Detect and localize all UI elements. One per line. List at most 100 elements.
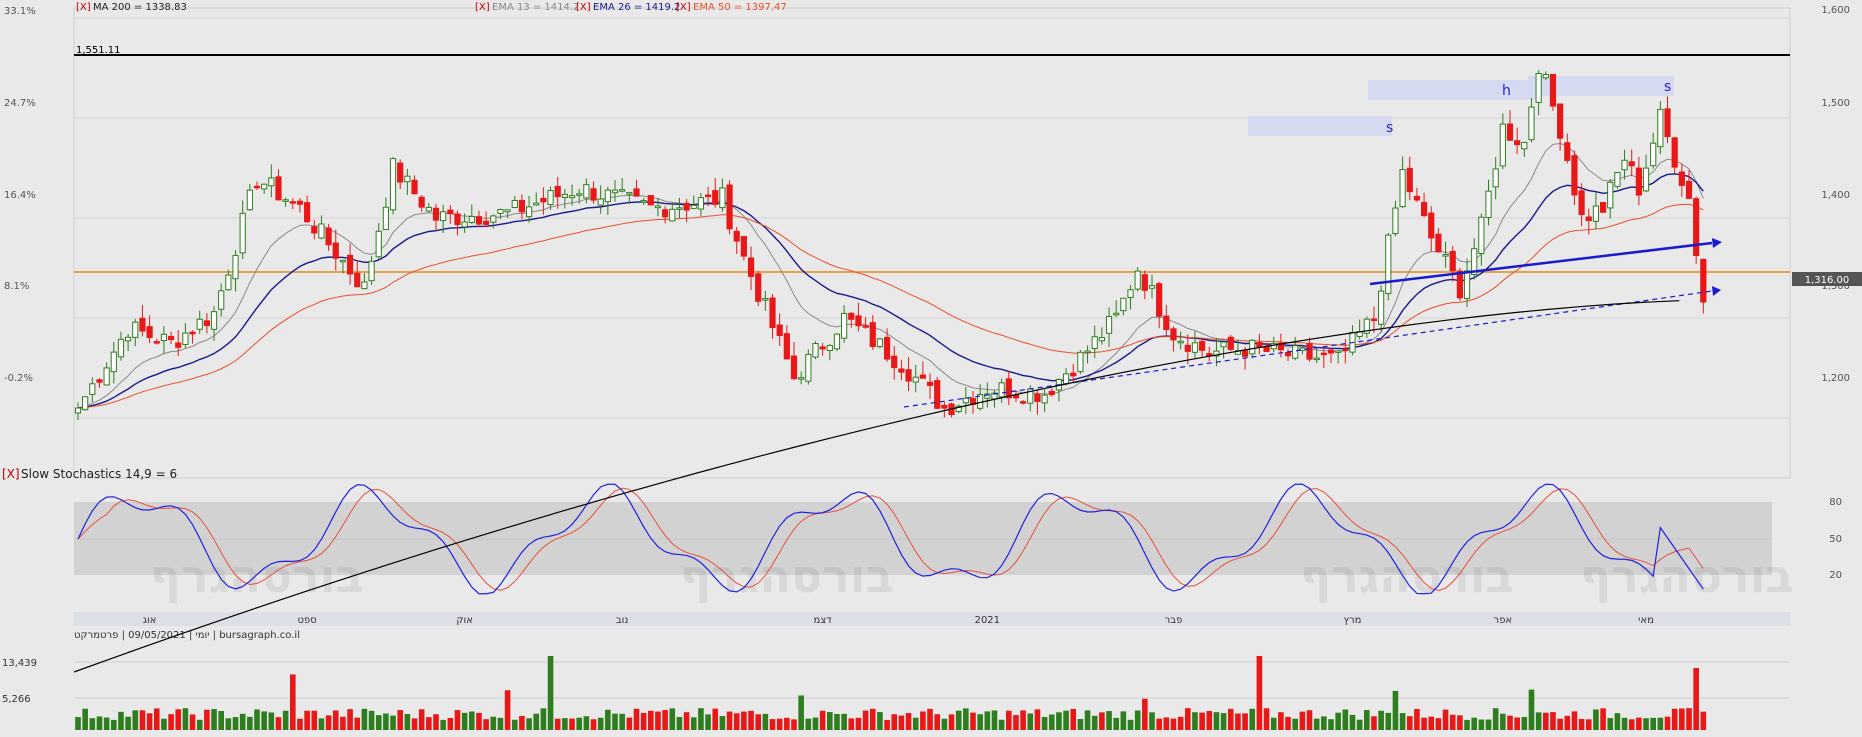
candle-body [397, 162, 404, 183]
legend-ma200-close[interactable]: [X] [76, 2, 91, 13]
candle-body [125, 336, 132, 342]
volume-bar [912, 717, 919, 730]
volume-bar [261, 711, 267, 730]
candle-body [1678, 171, 1685, 186]
volume-bar [812, 717, 819, 730]
candle-body [368, 260, 375, 282]
candle-body [597, 198, 604, 206]
candle-body [919, 374, 926, 379]
volume-bar [1292, 718, 1298, 730]
volume-bar [1564, 715, 1571, 730]
volume-bar [590, 719, 597, 730]
legend: [X] MA 200 = 1338.83 [X] EMA 13 = 1414.2… [76, 2, 787, 13]
candle-body [898, 368, 905, 373]
candle-body [740, 236, 747, 257]
trend-line-lower[interactable] [903, 290, 1713, 408]
candle-body [82, 396, 89, 411]
volume-tick: 13,439 [2, 658, 37, 669]
candle-body [518, 200, 526, 213]
volume-bar [605, 709, 611, 730]
candle-body [533, 202, 540, 206]
volume-bar [497, 717, 504, 730]
volume-bar [920, 711, 926, 730]
volume-bar [1306, 710, 1313, 730]
volume-bar [533, 713, 540, 730]
volume-bar [325, 715, 332, 730]
candle-body [1428, 212, 1435, 239]
candle-body [697, 197, 705, 210]
candle-body [883, 336, 891, 360]
candle-body [483, 220, 490, 225]
right-axis: 1,600 1,500 1,400 1,300 1,200 [1821, 5, 1850, 384]
candle-body [841, 312, 848, 339]
candle-body [1199, 341, 1206, 351]
stoch-close[interactable]: [X] [2, 467, 20, 481]
candle-body [1542, 74, 1549, 79]
volume-bar [583, 716, 590, 730]
candle-body [941, 404, 948, 409]
grid [74, 17, 1790, 419]
candle-body [962, 397, 969, 404]
volume-bar [311, 710, 318, 730]
volume-bar [1636, 717, 1642, 730]
left-axis: 33.1% 24.7% 16.4% 8.1% -0.2% [4, 6, 36, 384]
volume-bar [1679, 708, 1685, 730]
volume-bar [182, 708, 189, 730]
volume-bar [1070, 708, 1077, 730]
volume-bar [1650, 717, 1656, 730]
footer-text: יומי | 09/05/2021 | פרטמרקט | bursagraph… [74, 630, 300, 641]
shoulder-zone-right [1528, 76, 1674, 96]
candle-body [1313, 357, 1320, 361]
volume-bar [1492, 708, 1499, 730]
volume-bar [1077, 718, 1084, 730]
candle-body [1098, 337, 1105, 342]
candle-body [1148, 285, 1156, 289]
volume-bar [1342, 709, 1349, 730]
candle-body [1449, 250, 1456, 272]
candle-body [576, 193, 583, 196]
volume-bar [834, 714, 840, 730]
volume-bar [1657, 717, 1664, 730]
candle-body [490, 215, 497, 223]
volume-bar [254, 709, 260, 730]
trend-line-upper[interactable] [1369, 241, 1713, 286]
volume-bar [519, 715, 525, 730]
volume-bar [1628, 719, 1635, 730]
volume-bar [75, 717, 81, 730]
month-label: מרץ [1344, 615, 1362, 626]
ma200-line [73, 300, 1680, 673]
head-zone [1368, 80, 1538, 100]
trend-arrow-upper [1712, 238, 1722, 248]
legend-ema26-close[interactable]: [X] [576, 2, 591, 13]
volume-bar [998, 719, 1005, 730]
volume-bar [1177, 716, 1184, 730]
candle-body [354, 272, 361, 288]
volume-bar [304, 710, 310, 730]
volume-bar [712, 708, 719, 730]
candle-body [1485, 190, 1492, 218]
legend-ema50-close[interactable]: [X] [676, 2, 691, 13]
candle-body [1363, 318, 1370, 334]
volume-bar [1449, 714, 1456, 730]
candle-body [611, 189, 619, 194]
month-label: פבר [1165, 615, 1183, 626]
candle-body [1478, 216, 1485, 255]
volume-bar [1478, 719, 1485, 730]
candle-body [776, 324, 783, 337]
candle-body [1528, 106, 1535, 141]
candle-body [540, 197, 547, 203]
volume-bar [554, 718, 561, 730]
left-tick: 8.1% [4, 281, 29, 292]
watermark-text: בורסהגרף [680, 549, 894, 603]
legend-ema13-close[interactable]: [X] [475, 2, 490, 13]
volume-bar [626, 717, 633, 730]
volume-bar [1249, 708, 1256, 730]
candle-body [812, 343, 819, 358]
volume-bar [426, 717, 432, 730]
candle-body [769, 297, 776, 329]
candle-body [1399, 169, 1406, 208]
candle-body [225, 274, 232, 291]
volume-bar [562, 718, 568, 730]
candle-body [1320, 352, 1327, 356]
volume-bar [211, 709, 217, 730]
